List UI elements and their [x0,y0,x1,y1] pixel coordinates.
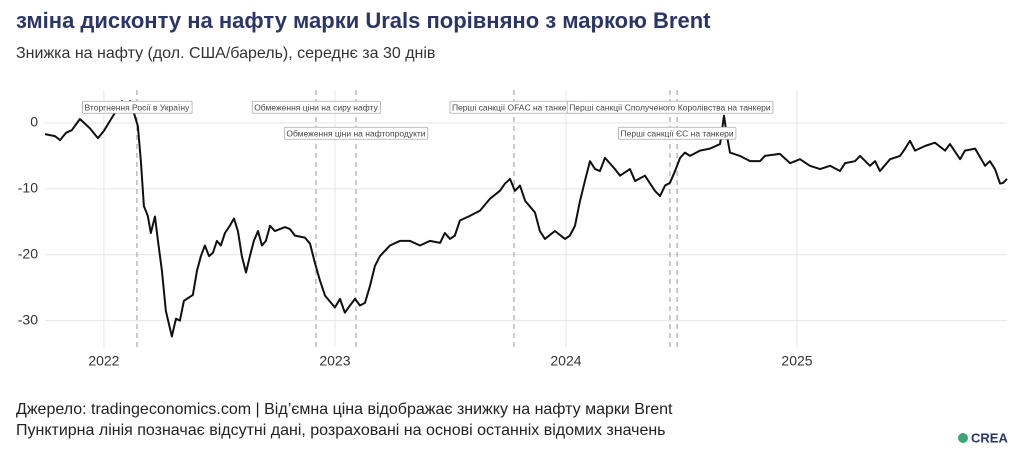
y-tick-label: -10 [18,180,38,196]
chart-title: зміна дисконту на нафту марки Urals порі… [16,8,711,33]
event-annotation: Обмеження ціни на сиру нафту [251,100,381,114]
annotation-label: Перші санкції OFAC на танкери [452,102,576,112]
x-tick-label: 2023 [319,353,350,369]
annotation-box [82,100,193,114]
data-line [44,100,1008,338]
annotation-box [283,126,429,140]
x-tick-label: 2022 [88,353,119,369]
logo-text: CREA [971,430,1008,445]
logo-icon [958,433,968,443]
annotation-label: Вторгнення Росії в Україну [85,102,191,112]
event-annotation: Перші санкції ЄС на танкери [618,126,737,140]
x-tick-label: 2025 [781,353,812,369]
annotation-box [251,100,381,114]
source-note: Джерело: tradingeconomics.com | Від’ємна… [16,401,673,418]
annotation-label: Обмеження ціни на сиру нафту [254,102,378,112]
y-tick-label: -20 [18,245,38,261]
x-tick-label: 2024 [550,353,581,369]
annotation-box [618,126,737,140]
annotation-label: Перші санкції Сполученого Королівства на… [569,102,771,112]
event-annotation: Обмеження ціни на нафтопродукти [283,126,429,140]
logo: CREA [958,430,1008,445]
y-tick-label: 0 [30,114,38,130]
annotation-label: Перші санкції ЄС на танкери [621,128,734,138]
annotation-box [566,100,774,114]
event-annotation: Вторгнення Росії в Україну [82,100,193,114]
event-annotation: Перші санкції OFAC на танкери [449,100,579,114]
event-annotation: Перші санкції Сполученого Королівства на… [566,100,774,114]
annotation-label: Обмеження ціни на нафтопродукти [286,128,425,138]
footnote: Пунктирна лінія позначає відсутні дані, … [16,422,666,439]
y-tick-label: -30 [18,311,38,327]
chart-subtitle: Знижка на нафту (дол. США/барель), серед… [16,45,435,62]
